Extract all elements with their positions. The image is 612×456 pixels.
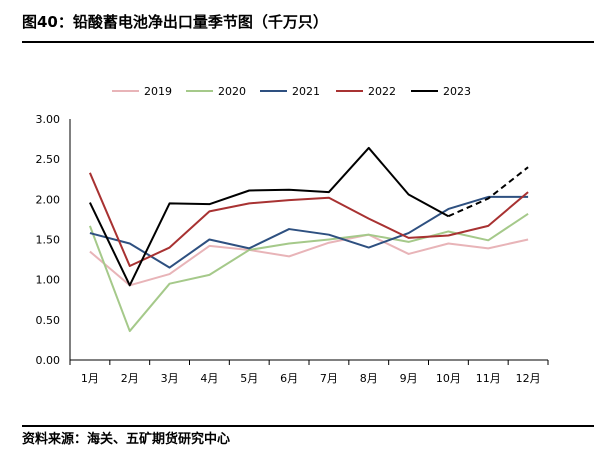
x-tick-label: 9月 bbox=[400, 372, 418, 385]
x-axis: 1月 2月 3月 4月 5月 6月 7月 8月 9月 10月 11月 12月 bbox=[69, 359, 549, 385]
x-tick-label: 3月 bbox=[161, 372, 179, 385]
legend-label-2022: 2022 bbox=[368, 85, 396, 98]
series-line-2019 bbox=[89, 233, 529, 287]
source-note: 资料来源：海关、五矿期货研究中心 bbox=[22, 432, 231, 447]
y-tick-label: 1.50 bbox=[36, 234, 61, 247]
series-line-2023 bbox=[89, 146, 449, 287]
series-line-2022 bbox=[88, 172, 529, 268]
chart-title: 图40：铅酸蓄电池净出口量季节图（千万只） bbox=[22, 13, 328, 31]
x-tick-label: 8月 bbox=[360, 372, 378, 385]
y-tick-label: 0.50 bbox=[36, 314, 61, 327]
series-line-2023-forecast bbox=[448, 166, 529, 218]
x-tick-label: 7月 bbox=[320, 372, 338, 385]
legend-label-2023: 2023 bbox=[443, 85, 471, 98]
y-tick-label: 0.00 bbox=[36, 354, 61, 367]
y-tick-label: 1.00 bbox=[36, 274, 61, 287]
x-tick-label: 2月 bbox=[121, 372, 139, 385]
x-tick-label: 5月 bbox=[240, 372, 258, 385]
y-tick-label: 2.00 bbox=[36, 193, 61, 206]
x-tick-label: 10月 bbox=[436, 372, 461, 385]
legend-label-2019: 2019 bbox=[144, 85, 172, 98]
x-tick-label: 4月 bbox=[200, 372, 218, 385]
y-tick-label: 3.00 bbox=[36, 113, 61, 126]
series-lines bbox=[88, 146, 529, 333]
x-tick-label: 12月 bbox=[516, 372, 541, 385]
x-tick-label: 11月 bbox=[476, 372, 501, 385]
legend: 2019 2020 2021 2022 2023 bbox=[112, 85, 471, 98]
legend-label-2021: 2021 bbox=[292, 85, 320, 98]
y-tick-label: 2.50 bbox=[36, 153, 61, 166]
x-tick-label: 6月 bbox=[280, 372, 298, 385]
title-divider bbox=[22, 41, 594, 43]
legend-label-2020: 2020 bbox=[218, 85, 246, 98]
y-axis: 0.00 0.50 1.00 1.50 2.00 2.50 3.00 bbox=[36, 113, 71, 367]
source-divider bbox=[22, 425, 594, 427]
x-tick-label: 1月 bbox=[81, 372, 99, 385]
series-line-2021 bbox=[89, 195, 529, 269]
